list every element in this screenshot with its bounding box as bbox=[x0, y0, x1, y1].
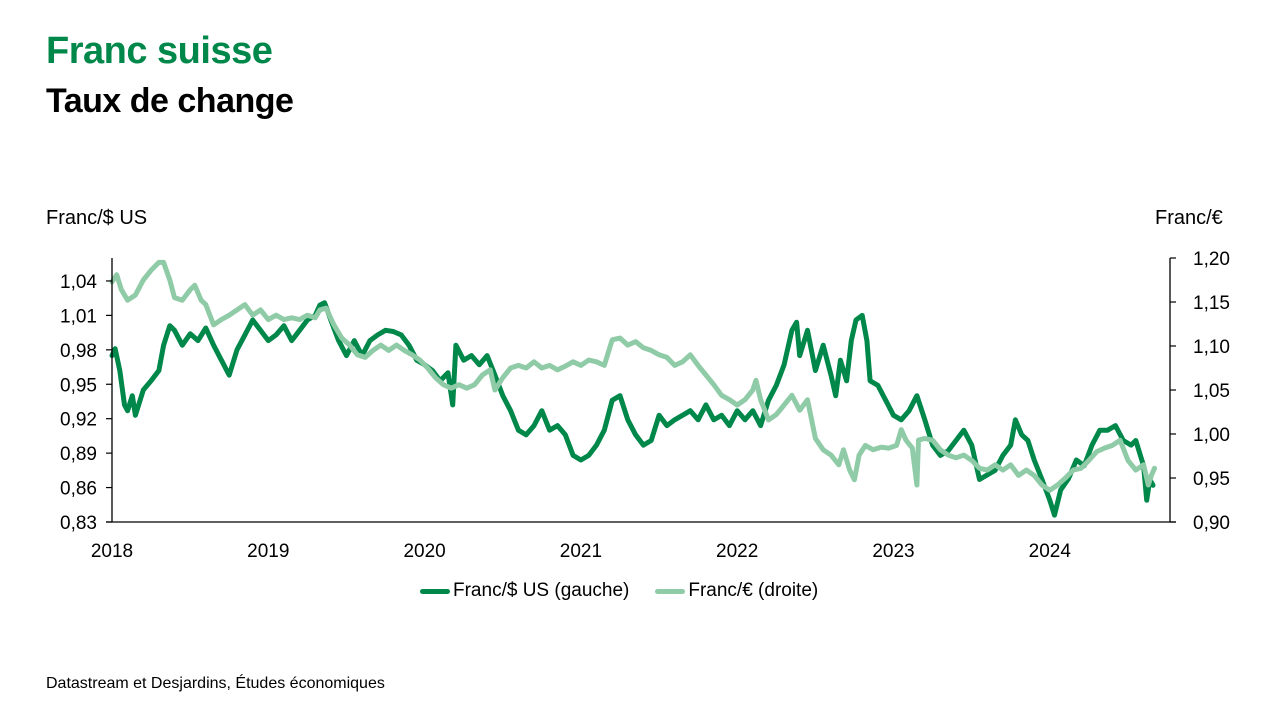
left-axis-title: Franc/$ US bbox=[46, 207, 148, 229]
left-y-tick-label: 0,95 bbox=[60, 375, 97, 396]
right-y-tick-label: 0,95 bbox=[1193, 469, 1230, 490]
right-y-tick-label: 1,05 bbox=[1193, 381, 1230, 402]
legend-swatch-usd bbox=[420, 588, 450, 594]
left-y-tick-label: 0,83 bbox=[60, 513, 97, 534]
chart-title: Franc suisse bbox=[46, 30, 273, 72]
x-tick-label: 2023 bbox=[872, 541, 914, 562]
right-y-tick-label: 1,10 bbox=[1193, 337, 1230, 358]
left-y-tick-label: 1,01 bbox=[60, 306, 97, 327]
right-y-tick-label: 1,20 bbox=[1193, 249, 1230, 270]
series-line-franc-eur bbox=[109, 259, 1157, 493]
left-y-tick-label: 0,89 bbox=[60, 444, 97, 465]
legend-label-eur: Franc/€ (droite) bbox=[688, 580, 819, 601]
x-tick-label: 2018 bbox=[91, 541, 133, 562]
legend-label-usd: Franc/$ US (gauche) bbox=[453, 580, 630, 601]
series-line-franc-usd bbox=[109, 300, 1156, 518]
left-y-tick-label: 0,98 bbox=[60, 341, 97, 362]
left-y-tick-label: 1,04 bbox=[60, 272, 97, 293]
left-y-tick-label: 0,86 bbox=[60, 479, 97, 500]
legend-item-eur: Franc/€ (droite) bbox=[655, 580, 818, 602]
legend-swatch-eur bbox=[655, 588, 686, 594]
right-y-tick-label: 1,00 bbox=[1193, 425, 1230, 446]
right-y-tick-label: 1,15 bbox=[1193, 293, 1230, 314]
legend: Franc/$ US (gauche) Franc/€ (droite) bbox=[420, 580, 844, 602]
x-tick-label: 2021 bbox=[560, 541, 602, 562]
x-tick-label: 2022 bbox=[716, 541, 758, 562]
series-layer bbox=[109, 259, 1157, 518]
x-tick-label: 2024 bbox=[1029, 541, 1072, 562]
left-y-tick-label: 0,92 bbox=[60, 410, 97, 431]
source-note: Datastream et Desjardins, Études économi… bbox=[46, 675, 385, 692]
x-tick-label: 2020 bbox=[403, 541, 445, 562]
axes-layer: 0,83 0,86 0,89 0,92 0,95 0,98 1,01 1,04 0,90 0,95… bbox=[60, 249, 1230, 562]
legend-item-usd: Franc/$ US (gauche) bbox=[420, 580, 629, 602]
x-tick-label: 2019 bbox=[247, 541, 289, 562]
right-y-tick-label: 0,90 bbox=[1193, 513, 1230, 534]
chart-subtitle: Taux de change bbox=[46, 82, 294, 120]
right-axis-title: Franc/€ bbox=[1155, 207, 1223, 229]
